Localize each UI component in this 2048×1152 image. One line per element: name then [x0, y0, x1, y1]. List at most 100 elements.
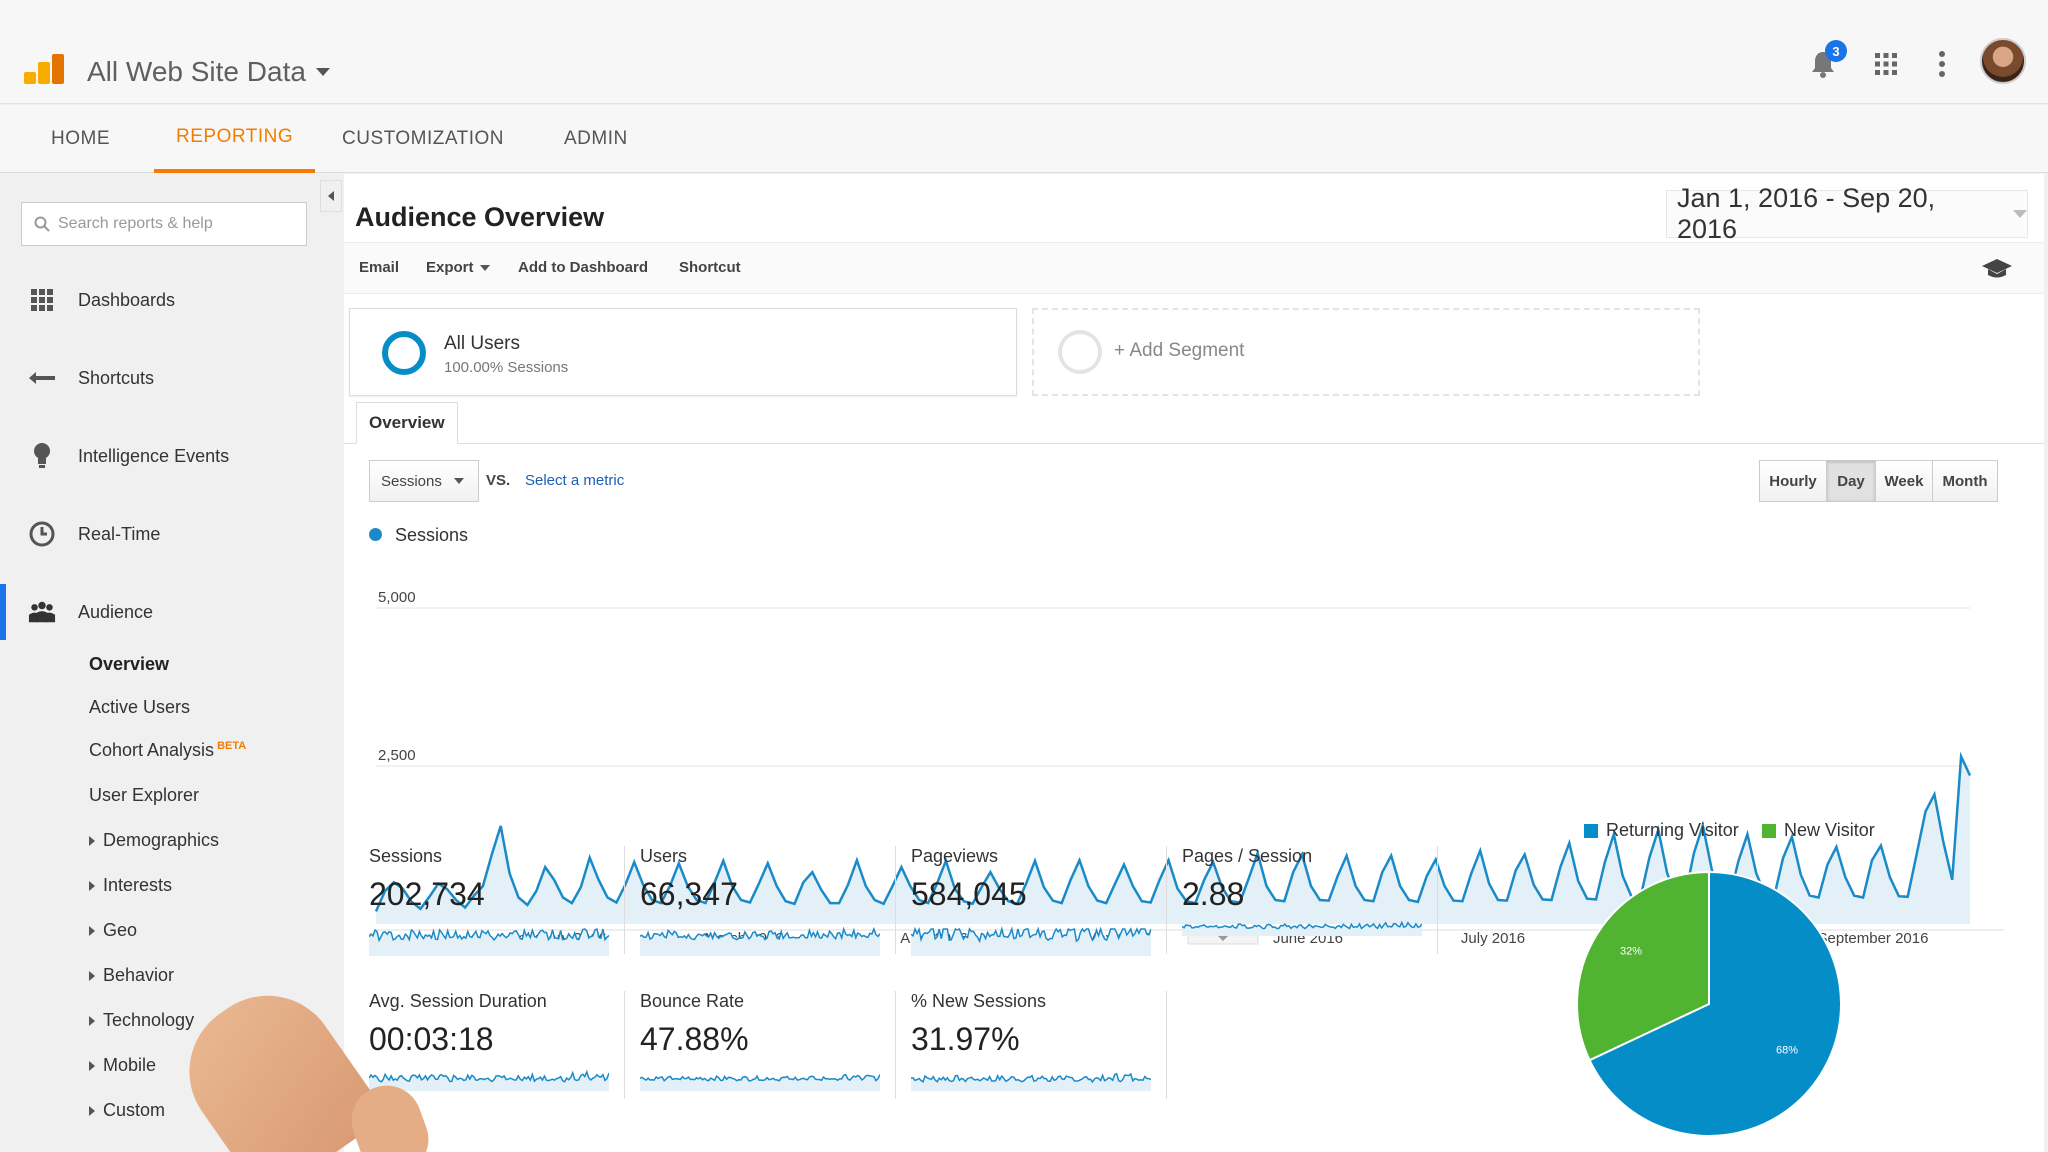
- people-group-icon: [28, 598, 56, 626]
- sparkline-line: [640, 1073, 880, 1082]
- sidebar-subitem-user-explorer[interactable]: User Explorer: [89, 785, 200, 805]
- chevron-down-icon: [1218, 936, 1228, 941]
- email-button[interactable]: Email: [359, 259, 400, 276]
- search-input[interactable]: Search reports & help: [21, 202, 307, 246]
- chevron-down-icon: [479, 264, 490, 271]
- stat-divider: [1166, 846, 1167, 954]
- select-metric-link[interactable]: Select a metric: [525, 472, 625, 489]
- add-segment-label: + Add Segment: [1114, 340, 1245, 361]
- segment-subtitle: 100.00% Sessions: [444, 359, 569, 376]
- metric-dropdown-value: Sessions: [381, 472, 442, 490]
- period-hourly-button[interactable]: Hourly: [1759, 460, 1827, 502]
- pie-legend-swatch: [1762, 823, 1776, 838]
- date-range-picker[interactable]: Jan 1, 2016 - Sep 20, 2016: [1666, 183, 2028, 244]
- sidebar-subitem-cohort-analysis[interactable]: Cohort Analysis BETA: [89, 740, 246, 761]
- sidebar-item-shortcuts[interactable]: Shortcuts: [0, 350, 340, 406]
- add-segment-button[interactable]: + Add Segment: [1032, 308, 1700, 396]
- segment-ring-icon: [382, 331, 426, 375]
- expand-triangle-icon: [89, 836, 95, 847]
- stat-value: 66,347: [640, 876, 738, 912]
- property-selector[interactable]: All Web Site Data: [87, 56, 330, 88]
- segment-all-users[interactable]: All Users 100.00% Sessions: [349, 308, 1017, 396]
- expand-triangle-icon: [89, 971, 95, 982]
- sidebar-subitem-active-users[interactable]: Active Users: [89, 697, 191, 717]
- chevron-down-icon: [2013, 210, 2027, 218]
- expand-triangle-icon: [89, 1061, 95, 1072]
- period-week-button[interactable]: Week: [1875, 460, 1933, 502]
- stat-value: 47.88%: [640, 1021, 749, 1057]
- shortcut-arrow-icon: [28, 364, 56, 392]
- stat-value: 202,734: [369, 876, 485, 912]
- metric-dropdown[interactable]: Sessions: [369, 460, 479, 502]
- x-tick-label: July 2016: [1461, 930, 1525, 947]
- lightbulb-icon: [28, 442, 56, 470]
- sidebar-item-audience[interactable]: Audience: [0, 584, 340, 640]
- sparkline-line: [640, 926, 880, 941]
- add-to-dashboard-button[interactable]: Add to Dashboard: [518, 259, 648, 276]
- sparkline-area: [640, 929, 880, 956]
- stat-pageviews: Pageviews 584,045: [911, 846, 1161, 966]
- pie-slice[interactable]: [1588, 870, 1842, 1137]
- sidebar-subitem-custom[interactable]: Custom: [89, 1100, 165, 1121]
- stat-bounce-rate: Bounce Rate 47.88%: [640, 991, 890, 1111]
- visitor-type-pie-chart: 68% 32%: [1576, 870, 1842, 1137]
- sidebar-subitem-label: Mobile: [103, 1055, 157, 1075]
- stat-divider: [895, 846, 896, 954]
- y-tick-label: 2,500: [378, 747, 416, 764]
- sparkline-line: [369, 1069, 609, 1083]
- report-panel: Audience Overview Jan 1, 2016 - Sep 20, …: [344, 174, 2044, 1152]
- sidebar-subitem-behavior[interactable]: Behavior: [89, 965, 174, 986]
- tab-reporting[interactable]: REPORTING: [154, 105, 316, 173]
- analytics-logo-icon[interactable]: [24, 54, 64, 84]
- x-tick-label: September 2016: [1818, 930, 1929, 947]
- sparkline: [911, 1072, 1151, 1091]
- tab-customization[interactable]: CUSTOMIZATION: [342, 128, 505, 149]
- sessions-line: [374, 751, 1972, 912]
- stat-label: % New Sessions: [911, 991, 1047, 1011]
- sidebar-item-label: Intelligence Events: [78, 445, 230, 466]
- collapse-sidebar-button[interactable]: [320, 180, 342, 212]
- sparkline: [1182, 920, 1422, 936]
- notification-count-badge: 3: [1825, 40, 1847, 62]
- tab-overview[interactable]: Overview: [356, 402, 458, 444]
- sidebar-item-label: Shortcuts: [78, 367, 155, 388]
- sessions-legend-swatch: [369, 528, 382, 541]
- pie-slice-label: 68%: [1776, 1045, 1798, 1057]
- sidebar-item-dashboards[interactable]: Dashboards: [0, 272, 340, 328]
- sidebar-subitem-mobile[interactable]: Mobile: [89, 1055, 156, 1076]
- pie-legend-label: New Visitor: [1784, 820, 1875, 840]
- shortcut-button[interactable]: Shortcut: [679, 259, 741, 276]
- more-options-button[interactable]: [1924, 46, 1960, 82]
- sidebar-subitem-demographics[interactable]: Demographics: [89, 830, 219, 851]
- tab-home[interactable]: HOME: [51, 128, 110, 149]
- stat-label: Users: [640, 846, 688, 866]
- report-toolbar: Email Export Add to Dashboard Shortcut: [344, 242, 2044, 294]
- stat-label: Avg. Session Duration: [369, 991, 547, 1011]
- property-title: All Web Site Data: [87, 56, 306, 87]
- sidebar-subitem-interests[interactable]: Interests: [89, 875, 172, 896]
- export-label: Export: [426, 259, 474, 276]
- date-range-value: Jan 1, 2016 - Sep 20, 2016: [1677, 183, 1936, 244]
- empty-segment-ring-icon: [1058, 330, 1102, 374]
- sidebar-subitem-technology[interactable]: Technology: [89, 1010, 194, 1031]
- export-button[interactable]: Export: [426, 259, 490, 276]
- sidebar-item-label: Real-Time: [78, 523, 161, 544]
- period-day-button[interactable]: Day: [1826, 460, 1876, 502]
- stat-divider: [1437, 846, 1438, 954]
- graduation-cap-icon[interactable]: [1981, 258, 2013, 280]
- sidebar-item-real-time[interactable]: Real-Time: [0, 506, 340, 562]
- user-avatar[interactable]: [1980, 38, 2026, 84]
- tab-admin[interactable]: ADMIN: [564, 128, 628, 149]
- pie-slice[interactable]: [1576, 870, 1710, 1062]
- sidebar-subitem-geo[interactable]: Geo: [89, 920, 137, 941]
- notifications-button[interactable]: 3: [1805, 40, 1847, 82]
- apps-grid-button[interactable]: [1868, 46, 1904, 82]
- main-nav: HOME REPORTING CUSTOMIZATION ADMIN: [0, 105, 2048, 173]
- sidebar-subitem-label: Interests: [103, 875, 173, 895]
- sidebar-subitem-overview[interactable]: Overview: [89, 654, 170, 674]
- chevron-down-icon: [453, 478, 464, 484]
- dashboard-grid-icon: [28, 286, 56, 314]
- expand-triangle-icon: [89, 1016, 95, 1027]
- period-month-button[interactable]: Month: [1932, 460, 1998, 502]
- sidebar-item-intelligence-events[interactable]: Intelligence Events: [0, 428, 340, 484]
